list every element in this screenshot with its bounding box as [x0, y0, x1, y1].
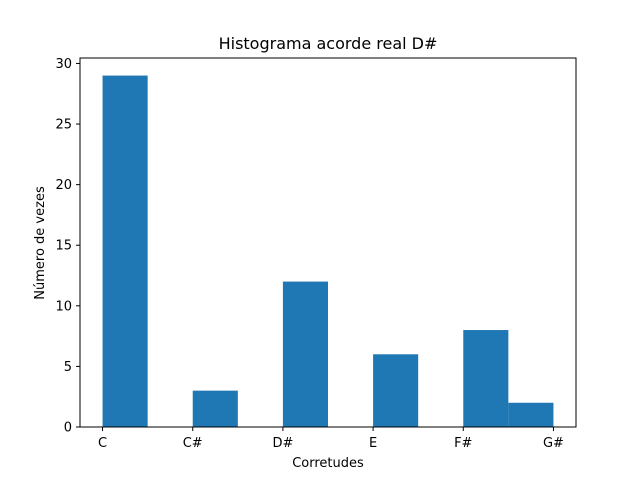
histogram-bar-3 — [373, 354, 419, 427]
y-tick-label: 10 — [55, 299, 72, 314]
bars-layer — [102, 75, 554, 427]
y-axis-label: Número de vezes — [33, 186, 48, 300]
x-tick-label: D# — [272, 436, 293, 451]
y-tick-label: 30 — [55, 57, 72, 72]
histogram-bar-1 — [192, 390, 238, 427]
histogram-bar-0 — [102, 75, 148, 427]
y-tick-label: 5 — [64, 360, 72, 375]
y-tick-label: 0 — [64, 421, 72, 436]
y-tick-label: 25 — [55, 118, 72, 133]
y-tick-label: 15 — [55, 239, 72, 254]
x-axis-label: Corretudes — [292, 456, 364, 471]
y-tick-label: 20 — [55, 178, 72, 193]
x-tick-label: C — [98, 436, 107, 451]
x-tick-label: G# — [543, 436, 564, 451]
histogram-bar-4 — [463, 330, 509, 427]
histogram-bar-5 — [508, 402, 554, 427]
x-tick-label: E — [369, 436, 377, 451]
x-tick-label: F# — [454, 436, 472, 451]
x-tick-label: C# — [183, 436, 203, 451]
histogram-bar-2 — [282, 281, 328, 427]
axes-layer: 0 5 10 15 20 25 30 C C# D# E F# G# — [55, 57, 577, 451]
plot-frame — [79, 57, 577, 428]
chart-title: Histograma acorde real D# — [219, 34, 438, 53]
